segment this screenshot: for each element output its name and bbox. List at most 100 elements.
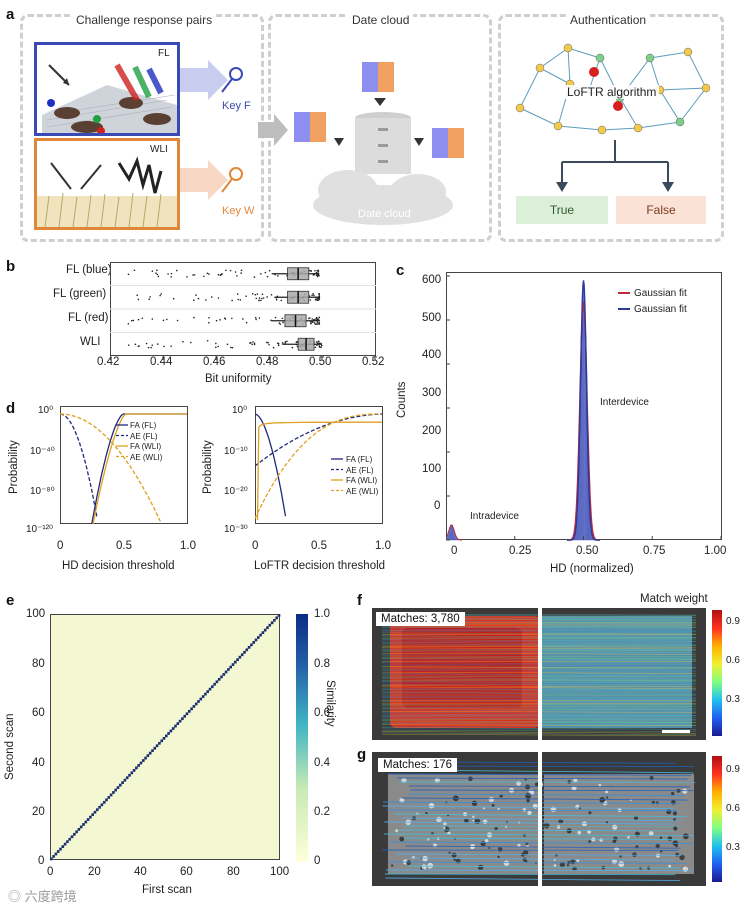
panel-c-label: c	[396, 262, 405, 279]
g-texture-dot	[491, 804, 495, 807]
g-texture-dot	[453, 858, 456, 861]
cloud-illustration	[258, 62, 464, 225]
false-box: False	[616, 196, 706, 224]
e-xlabel: First scan	[142, 884, 192, 896]
b-dot	[270, 294, 273, 296]
e-diagonal-cell	[176, 722, 180, 725]
e-diagonal-cell	[252, 641, 255, 644]
img-divider	[538, 752, 542, 886]
g-texture-dot	[421, 864, 427, 870]
b-dot	[258, 297, 261, 299]
b-dot	[137, 318, 140, 321]
g-texture-dot	[484, 839, 489, 843]
b-dot	[313, 294, 315, 297]
b-dot	[251, 293, 254, 295]
e-ytick-2: 40	[32, 757, 45, 769]
e-diagonal-cell	[266, 626, 269, 630]
g-match-line	[384, 821, 675, 825]
c-xtick-1: 0.25	[509, 545, 532, 557]
network-illustration	[515, 43, 710, 135]
g-texture-dot	[499, 794, 503, 798]
b-dot	[217, 297, 220, 299]
wli-image	[34, 138, 180, 230]
b-xtick-2: 0.46	[203, 356, 226, 368]
g-texture-dot	[497, 855, 500, 859]
e-frame	[50, 614, 280, 860]
e-diagonal-cell	[109, 793, 113, 797]
c-fit-line	[567, 280, 600, 541]
g-texture-dot	[471, 800, 478, 806]
b-dot	[256, 293, 259, 295]
algo-label: LoFTR algorithm	[564, 85, 660, 99]
b-dot	[318, 345, 321, 347]
b-dot	[321, 344, 323, 347]
e-cbtick-1: 0.2	[314, 806, 330, 818]
b-dot	[242, 318, 244, 320]
e-diagonal-cell	[98, 805, 101, 809]
c-ylabel: Counts	[396, 381, 408, 418]
panel-a-label: a	[6, 6, 15, 23]
d-curve	[255, 413, 287, 517]
true-box: True	[516, 196, 608, 224]
e-xtick-0: 0	[47, 866, 54, 878]
panel-c-chart	[446, 272, 722, 541]
b-dot	[231, 317, 233, 320]
b-dot	[156, 269, 158, 272]
b-dot	[282, 321, 284, 324]
e-diagonal-cell	[240, 653, 244, 657]
b-dot	[314, 298, 317, 301]
b-dot	[253, 342, 256, 345]
e-ylabel: Second scan	[4, 713, 16, 781]
g-texture-dot	[655, 801, 659, 805]
g-texture-dot	[581, 821, 587, 827]
e-diagonal-cell	[107, 796, 111, 799]
g-texture-dot	[672, 811, 677, 816]
g-texture-dot	[463, 812, 468, 817]
b-dot	[159, 294, 161, 297]
e-diagonal-cell	[234, 660, 237, 664]
e-diagonal-cell	[52, 855, 55, 858]
b-dot	[219, 274, 222, 277]
g-texture-dot	[558, 819, 564, 824]
d1-legend-2: FA (WLI)	[130, 442, 162, 451]
b-dot	[234, 271, 237, 273]
b-dot	[193, 274, 196, 276]
g-texture-dot	[488, 847, 491, 849]
g-texture-dot	[570, 859, 576, 865]
f-cbtick-2: 0.3	[726, 694, 740, 705]
b-dot	[217, 345, 219, 348]
e-diagonal-cell	[56, 850, 60, 853]
g-match-line	[386, 809, 678, 812]
b-dot	[239, 299, 242, 301]
e-diagonal-cell	[54, 852, 58, 856]
e-diagonal-cell	[82, 823, 85, 826]
d2-legend-3: AE (WLI)	[346, 486, 379, 496]
panel-f-label: f	[357, 592, 362, 609]
b-dot	[224, 318, 227, 320]
b-dot	[190, 341, 192, 344]
b-dot	[316, 298, 318, 301]
g-texture-dot	[666, 809, 672, 815]
d1-ytick-1: 10⁻⁴⁰	[30, 446, 55, 457]
b-dot	[309, 269, 311, 272]
d-curve	[92, 413, 187, 525]
panel-d-left-chart	[60, 406, 188, 525]
f-matches: Matches: 3,780	[376, 612, 465, 626]
c-hist-bar	[582, 286, 585, 541]
e-diagonal-cell	[217, 677, 221, 681]
g-texture-dot	[671, 791, 675, 796]
f-cbar-title: Match weight	[640, 593, 708, 605]
b-dot	[266, 296, 268, 298]
g-match-line	[408, 793, 684, 796]
g-texture-dot	[427, 862, 434, 869]
e-diagonal-cell	[204, 692, 207, 696]
d1-legend-1: AE (FL)	[130, 431, 158, 441]
e-diagonal-cell	[185, 712, 189, 716]
b-dot	[215, 342, 217, 345]
b-xlabel: Bit uniformity	[205, 373, 272, 385]
e-diagonal-cell	[100, 803, 104, 807]
b-dot	[217, 273, 220, 276]
g-texture-dot	[448, 851, 451, 854]
e-diagonal-cell	[229, 665, 232, 669]
watermark-text: 六度跨境	[24, 889, 77, 904]
